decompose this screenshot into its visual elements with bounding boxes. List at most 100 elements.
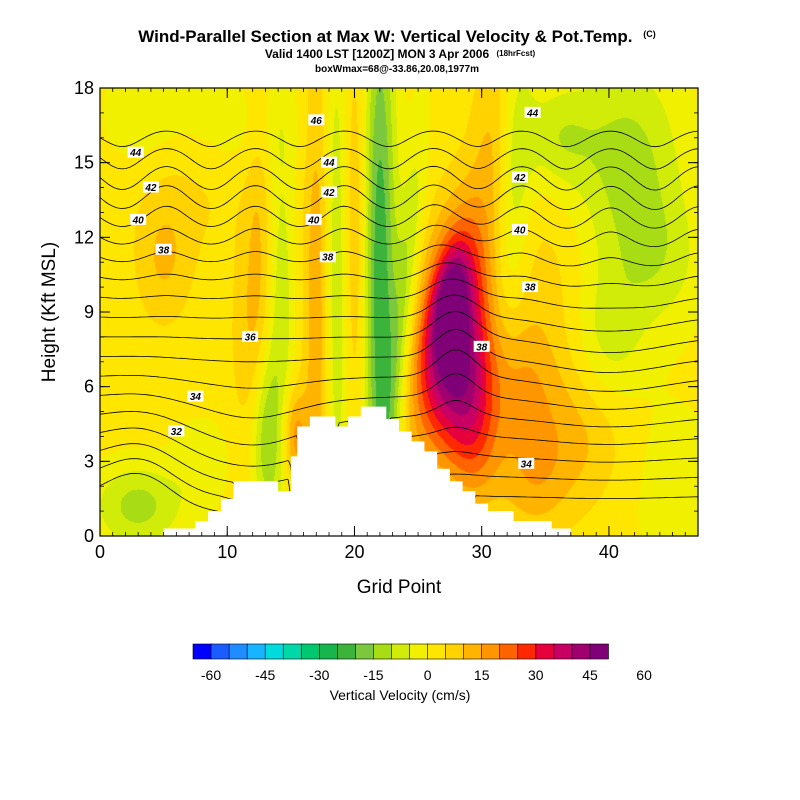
colorbar-swatch [192,643,212,660]
chart-title-mark: (C) [643,29,656,39]
contour-label: 34 [190,392,202,403]
chart-title-main: Wind-Parallel Section at Max W: Vertical… [138,27,632,46]
contour-label: 42 [513,173,526,184]
theta-contour-line [100,278,698,309]
colorbar-swatch [499,643,519,660]
theta-contour-line [100,184,698,210]
y-tick-label: 18 [74,78,94,98]
colorbar-tick-label: 30 [528,667,544,683]
theta-contour-line [100,329,698,373]
contour-label: 44 [129,148,142,159]
x-tick-label: 40 [599,542,619,562]
contour-label-bg [242,330,259,342]
contour-label: 44 [526,108,539,119]
contour-label-bg [473,340,490,352]
contour-label: 40 [132,215,145,226]
theta-contour-line [100,373,698,419]
colorbar-swatch [246,643,266,660]
colorbar [192,643,609,660]
x-tick-label: 0 [95,542,105,562]
y-axis-label: Height (Kft MSL) [39,242,60,382]
contour-label: 38 [322,253,334,264]
colorbar-swatch [553,643,573,660]
contour-label-bg [155,243,172,255]
colorbar-swatch [589,643,609,660]
colorbar-swatch [463,643,483,660]
colorbar-swatch [373,643,393,660]
colorbar-swatch [355,643,375,660]
colorbar-swatch [300,643,321,660]
contour-label-bg [511,171,528,183]
contour-label: 42 [322,188,335,199]
contour-label-bg [522,281,539,293]
x-tick-label: 10 [217,542,237,562]
colorbar-swatch [571,643,591,660]
contour-label: 34 [521,459,533,470]
theta-contour-line [100,165,698,191]
colorbar-label: Vertical Velocity (cm/s) [330,687,471,703]
theta-contour-line [100,262,698,287]
colorbar-tick-label: 45 [582,667,598,683]
colorbar-swatch [391,643,411,660]
theta-contour-line [100,311,698,353]
y-tick-label: 3 [84,451,94,471]
contour-label: 40 [307,215,320,226]
colorbar-tick-label: -45 [255,667,275,683]
colorbar-swatch [228,643,248,660]
colorbar-tick-label: -15 [363,667,383,683]
colorbar-swatch [282,643,303,660]
colorbar-swatch [264,643,285,660]
theta-contour-line [100,130,698,148]
contour-label-bg [321,156,338,168]
contour-label: 36 [245,332,257,343]
y-tick-label: 9 [84,302,94,322]
theta-contour-line [100,148,698,170]
contour-label-bg [130,213,147,225]
x-tick-label: 30 [472,542,492,562]
contour-label-bg [142,181,159,193]
contour-labels: 44 42 40 38 36 34 32 46 44 42 40 38 44 42 40 38 38 34 [127,106,541,470]
colorbar-swatch [337,643,357,660]
chart-subtitle-main: Valid 1400 LST [1200Z] MON 3 Apr 2006 [265,47,490,61]
contour-label: 42 [144,183,157,194]
x-axis-label: Grid Point [357,577,442,598]
contour-label-bg [319,251,336,263]
contour-label-bg [168,425,185,437]
colorbar-swatch [481,643,501,660]
contour-label: 44 [322,158,335,169]
chart-title: Wind-Parallel Section at Max W: Vertical… [138,27,655,46]
terrain-mask [100,406,698,536]
contour-label-bg [518,457,535,469]
y-tick-label: 6 [84,377,94,397]
chart-subtitle: Valid 1400 LST [1200Z] MON 3 Apr 2006 (1… [265,47,536,61]
contour-label-bg [511,223,528,235]
colorbar-swatch [535,643,555,660]
colorbar-swatch [517,643,537,660]
colorbar-tick-label: -30 [309,667,329,683]
y-tick-label: 15 [74,153,94,173]
colorbar-swatch [409,643,429,660]
colorbar-tick-label: -60 [201,667,221,683]
colorbar-tick-label: 0 [424,667,432,683]
colorbar-swatch [427,643,447,660]
contour-label: 46 [310,116,323,127]
colorbar-swatch [445,643,465,660]
theta-contour-line [100,204,698,229]
y-tick-label: 0 [84,526,94,546]
contour-label-bg [305,213,322,225]
chart-info-line: boxWmax=68@-33.86,20.08,1977m [315,64,479,75]
chart-subtitle-small: (18hrFcst) [496,49,535,58]
plot-area: 44 42 40 38 36 34 32 46 44 42 40 38 44 42 40 38 38 34 [99,87,699,537]
contour-label: 32 [171,427,183,438]
contour-label-bg [321,186,338,198]
colorbar-swatch [210,643,230,660]
colorbar-swatch [318,643,339,660]
x-axis: 0 10 20 30 40 [95,88,699,562]
y-tick-label: 12 [74,227,94,247]
colorbar-tick-label: 60 [636,667,652,683]
colorbar-ticks: -60 -45 -30 -15 0 15 30 45 60 [201,667,652,683]
theta-contour-line [100,349,698,392]
contour-label-bg [524,106,541,118]
